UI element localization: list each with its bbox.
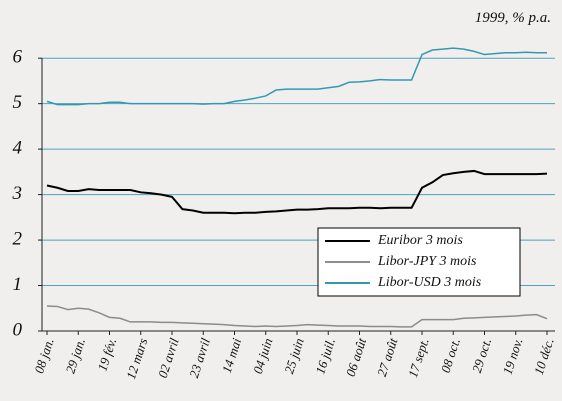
y-tick-label: 6 [13, 47, 23, 68]
legend-label: Libor-JPY 3 mois [377, 254, 477, 269]
y-tick-label: 2 [13, 228, 23, 249]
legend-label: Euribor 3 mois [377, 233, 463, 248]
y-tick-label: 3 [12, 183, 23, 204]
legend-label: Libor-USD 3 mois [377, 275, 482, 290]
annotation: 1999, % p.a. [475, 10, 551, 26]
series-line [46, 305, 548, 328]
y-tick-label: 4 [13, 137, 23, 158]
series-line [46, 47, 547, 106]
y-tick-label: 1 [13, 274, 23, 295]
series-line [46, 169, 548, 215]
y-tick-label: 5 [13, 92, 23, 113]
y-tick-label: 0 [13, 319, 23, 340]
